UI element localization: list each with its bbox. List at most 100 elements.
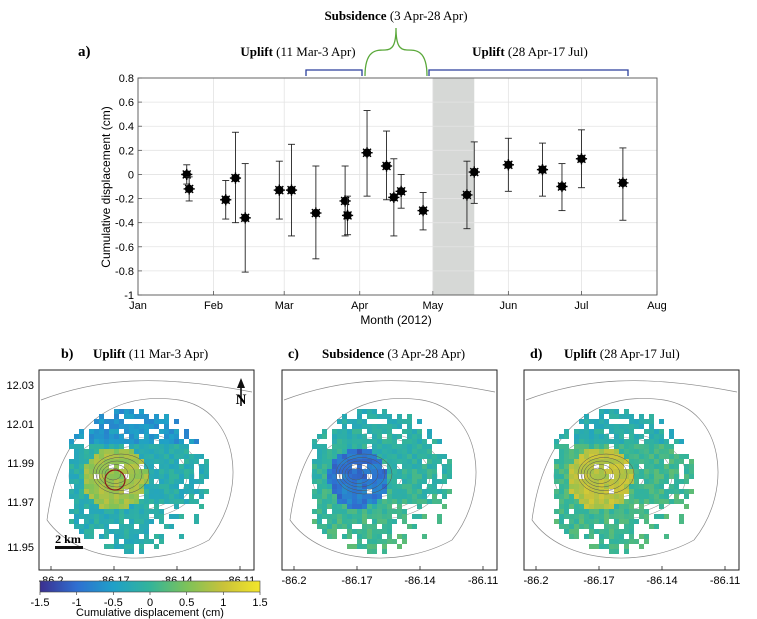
north-label: N	[236, 392, 247, 408]
colorbar-tick-label: 1.5	[252, 597, 267, 609]
data-point	[536, 142, 549, 197]
y-tick-label: -0.6	[115, 242, 134, 254]
data-point	[380, 130, 393, 201]
data-point	[395, 173, 407, 209]
y-tick-label: 0.6	[119, 97, 134, 109]
map-panel-d: d) Uplift (28 Apr-17 Jul) -86.2 -86.17 -86.1…	[523, 346, 740, 587]
lat-tick-label: 12.03	[6, 380, 34, 392]
plot-frame	[137, 77, 658, 296]
y-tick-label: -0.8	[115, 266, 134, 278]
x-tick-label: Mar	[275, 300, 294, 312]
colorbar-tick-label: -0.5	[104, 597, 123, 609]
map-panel-title: Uplift (11 Mar-3 Apr)	[93, 346, 208, 361]
data-point	[502, 137, 514, 192]
topo-contour	[98, 460, 136, 488]
topo-contour	[577, 453, 635, 495]
data-point	[220, 180, 232, 220]
data-point	[461, 160, 473, 230]
data-point	[388, 158, 400, 237]
y-tick-label: -1	[124, 290, 134, 302]
lat-tick-label: 11.97	[7, 497, 34, 509]
topo-contour	[289, 398, 477, 559]
north-arrow-icon: N	[236, 378, 247, 408]
data-point	[183, 176, 195, 202]
map-panel-label: b)	[61, 347, 74, 362]
x-tick-label: Jul	[574, 300, 588, 312]
uplift1-brace	[305, 69, 363, 76]
lat-tick-label: 12.01	[6, 419, 34, 431]
x-tick-label: Feb	[204, 300, 223, 312]
topo-contour	[341, 460, 379, 488]
data-point	[341, 195, 354, 236]
source-location-marker	[104, 469, 126, 491]
map-panels: b) Uplift (11 Mar-3 Apr) -86.2 -86.17 -86.14…	[6, 346, 740, 619]
x-tick-label: Apr	[351, 300, 368, 312]
x-axis-label: Month (2012)	[360, 313, 431, 327]
panel-a-label: a)	[78, 44, 91, 60]
topo-contour	[335, 453, 393, 495]
data-point	[310, 165, 322, 260]
colorbar-tick-label: 1	[220, 597, 226, 609]
topo-contour	[589, 467, 607, 481]
uplift2-period-title: Uplift (28 Apr-17 Jul)	[472, 44, 588, 59]
data-point	[556, 163, 568, 212]
data-point	[468, 141, 480, 204]
topo-contour	[531, 398, 719, 559]
data-point	[617, 147, 629, 221]
colorbar-tick-label: -1.5	[31, 597, 50, 609]
x-tick-label: Jan	[129, 300, 147, 312]
latitude-ticks: 12.03 12.01 11.99 11.97 11.95	[6, 380, 34, 554]
x-tick-label: May	[422, 300, 443, 312]
uplift2-brace	[428, 69, 629, 76]
y-tick-label: 0.2	[119, 145, 134, 157]
data-point	[339, 165, 351, 237]
lon-tick-label: -86.14	[646, 575, 677, 587]
data-point	[417, 192, 429, 231]
topo-contour	[347, 467, 365, 481]
lat-tick-label: 11.99	[7, 458, 34, 470]
y-tick-label: 0	[128, 169, 134, 181]
colorbar-tick-label: 0.5	[179, 597, 194, 609]
displacement-time-series-chart: a) Subsidence (3 Apr-28 Apr) Uplift (11 …	[78, 8, 667, 327]
data-point	[575, 129, 588, 189]
map-panel-title: Subsidence (3 Apr-28 Apr)	[322, 346, 465, 361]
data-point	[239, 163, 251, 273]
lon-tick-label: -86.11	[468, 575, 498, 587]
topo-contour	[586, 464, 614, 484]
y-tick-label: 0.4	[119, 121, 134, 133]
topo-contour	[40, 380, 253, 401]
data-point	[229, 131, 242, 224]
topo-contour	[101, 464, 129, 484]
topo-contour	[283, 380, 496, 401]
uplift1-period-title: Uplift (11 Mar-3 Apr)	[240, 44, 355, 59]
map-panel-c: c) Subsidence (3 Apr-28 Apr) -86.2 -86.17 -8…	[281, 346, 498, 587]
shaded-interval	[432, 78, 475, 295]
x-tick-label: Jun	[499, 300, 517, 312]
topo-contour	[92, 453, 150, 495]
colorbar-tick-label: 0	[147, 597, 153, 609]
topo-contour	[338, 457, 386, 491]
y-tick-label: -0.2	[115, 194, 134, 206]
map-panel-label: d)	[530, 347, 543, 362]
topo-contour	[104, 467, 122, 481]
colorbar-ticks: -1.5 -1 -0.5 0 0.5 1 1.5	[31, 592, 268, 609]
y-axis-label: Cumulative displacement (cm)	[99, 106, 113, 267]
topo-contour	[583, 460, 621, 488]
y-tick-label: -0.4	[115, 218, 134, 230]
map-panel-label: c)	[288, 347, 299, 362]
subsidence-brace	[364, 27, 428, 77]
subsidence-period-title: Subsidence (3 Apr-28 Apr)	[324, 8, 467, 23]
lon-tick-label: -86.2	[523, 575, 548, 587]
scale-bar-label: 2 km	[55, 532, 81, 546]
topo-contour	[46, 398, 234, 559]
topo-contour	[344, 464, 372, 484]
lon-tick-label: -86.17	[583, 575, 614, 587]
topo-contour	[580, 457, 628, 491]
lon-tick-label: -86.2	[281, 575, 306, 587]
x-tick-label: Aug	[647, 300, 667, 312]
data-point	[273, 160, 285, 220]
lon-tick-label: -86.17	[341, 575, 372, 587]
data-point	[285, 143, 298, 237]
displacement-pixels	[69, 409, 209, 554]
